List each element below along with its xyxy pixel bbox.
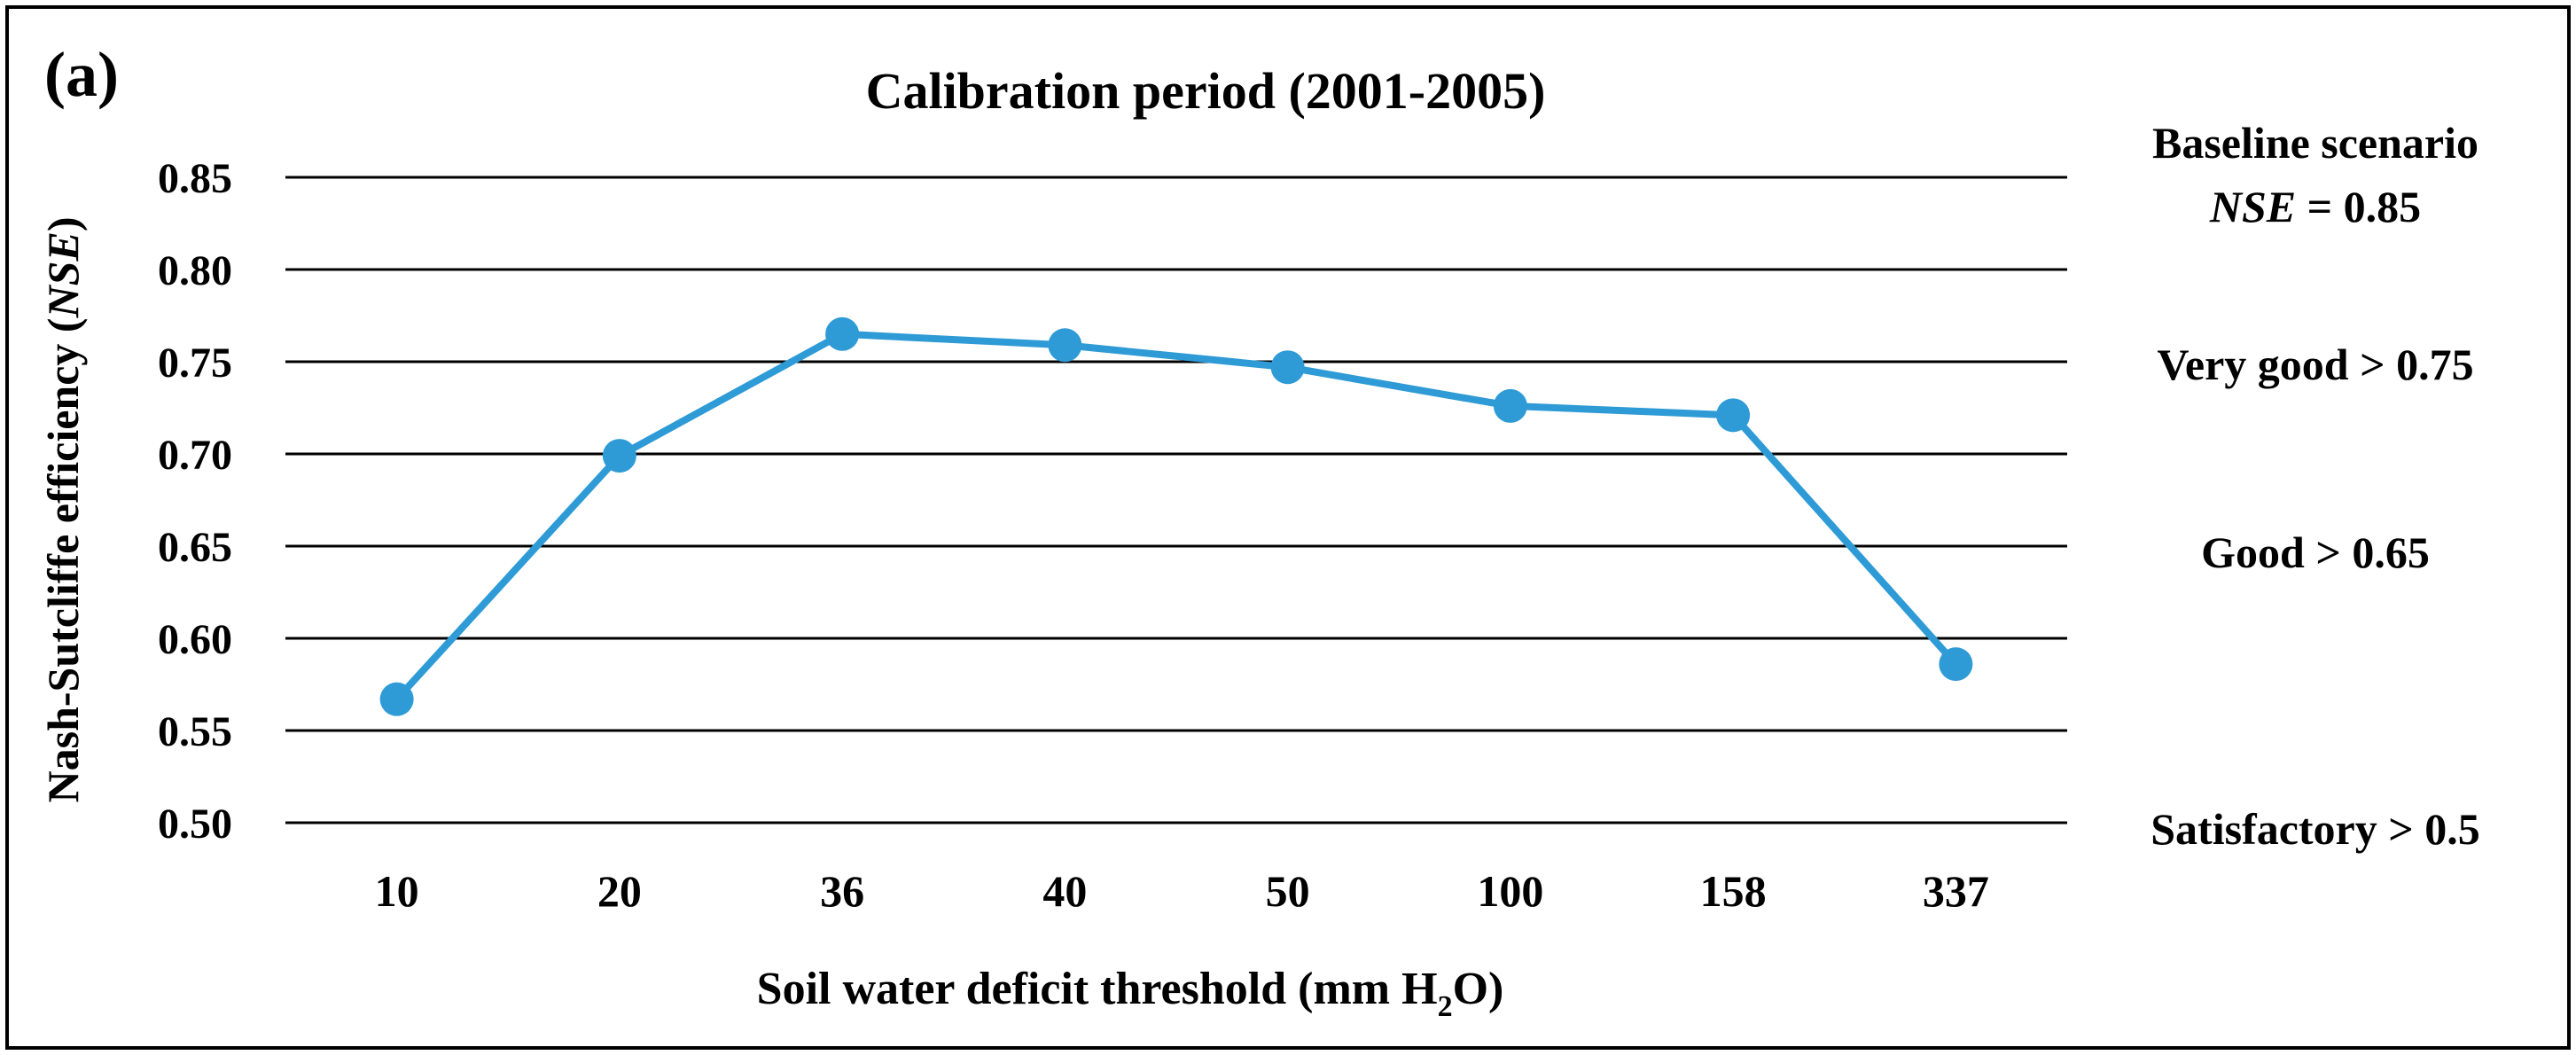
x-tick-labels: 10 20 36 40 50 100 158 337 [375, 866, 1989, 916]
annotation-very-good: Very good > 0.75 [2157, 340, 2473, 389]
y-axis-label: Nash-Sutcliffe efficiency (NSE) [38, 217, 88, 803]
data-point [1939, 647, 1973, 682]
data-point [1048, 328, 1082, 363]
annotation-baseline-nse: NSE = 0.85 [2209, 182, 2421, 231]
y-tick-label: 0.60 [158, 616, 232, 663]
y-tick-label: 0.50 [158, 801, 232, 848]
x-tick-label: 40 [1042, 866, 1087, 916]
x-tick-label: 10 [375, 866, 419, 916]
x-tick-label: 20 [597, 866, 642, 916]
data-point [1493, 388, 1527, 423]
x-tick-label: 100 [1477, 866, 1543, 916]
data-point [825, 316, 860, 351]
y-tick-label: 0.85 [158, 155, 232, 202]
panel-label: (a) [44, 39, 119, 110]
gridlines [285, 176, 2067, 824]
y-tick-label: 0.55 [158, 708, 232, 755]
y-tick-label: 0.75 [158, 340, 232, 387]
series-line [394, 330, 1959, 702]
series-nse [379, 316, 1973, 716]
y-tick-labels: 0.50 0.55 0.60 0.65 0.70 0.75 0.80 0.85 [158, 155, 232, 848]
annotation-baseline-title: Baseline scenario [2152, 118, 2478, 168]
chart-title: Calibration period (2001-2005) [866, 62, 1546, 120]
y-tick-label: 0.65 [158, 524, 232, 571]
y-tick-label: 0.70 [158, 432, 232, 479]
figure-frame [5, 5, 2571, 1050]
data-point [379, 682, 414, 716]
annotation-satisfactory: Satisfactory > 0.5 [2151, 804, 2479, 854]
y-tick-label: 0.80 [158, 247, 232, 294]
data-point [1270, 350, 1305, 385]
data-point [1716, 398, 1751, 433]
x-axis-label: Soil water deficit threshold (mm H2O) [757, 964, 1504, 1023]
x-tick-label: 158 [1700, 866, 1767, 916]
x-tick-label: 50 [1266, 866, 1310, 916]
data-point [602, 439, 636, 473]
annotation-good: Good > 0.65 [2201, 528, 2430, 577]
x-tick-label: 337 [1923, 866, 1989, 916]
x-tick-label: 36 [820, 866, 864, 916]
